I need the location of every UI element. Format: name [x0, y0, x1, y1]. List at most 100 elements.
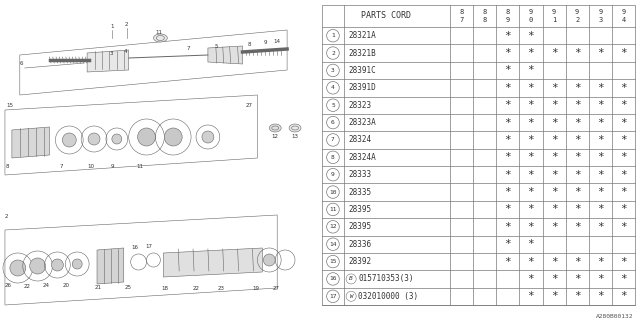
Text: *: * — [597, 135, 604, 145]
Text: *: * — [620, 204, 627, 214]
Text: 28321A: 28321A — [348, 31, 376, 40]
Text: 16: 16 — [132, 245, 139, 250]
Text: W: W — [349, 294, 353, 299]
Text: *: * — [504, 135, 511, 145]
Text: B: B — [349, 276, 353, 281]
Text: *: * — [527, 291, 534, 301]
Circle shape — [202, 131, 214, 143]
Text: *: * — [574, 291, 580, 301]
Text: *: * — [527, 100, 534, 110]
Text: 8: 8 — [248, 42, 252, 47]
Polygon shape — [208, 46, 243, 64]
Text: 4: 4 — [124, 49, 127, 54]
Text: 8: 8 — [460, 9, 464, 15]
Text: *: * — [527, 152, 534, 162]
Text: 16: 16 — [329, 276, 337, 281]
Text: *: * — [504, 65, 511, 76]
Text: *: * — [620, 135, 627, 145]
Text: 9: 9 — [598, 9, 602, 15]
Text: *: * — [527, 135, 534, 145]
Text: 9: 9 — [111, 164, 115, 169]
Circle shape — [29, 258, 45, 274]
Text: *: * — [597, 100, 604, 110]
Text: 9: 9 — [331, 172, 335, 177]
Text: *: * — [620, 152, 627, 162]
Text: 4: 4 — [331, 85, 335, 90]
Text: 21: 21 — [95, 285, 102, 290]
Text: 28323: 28323 — [348, 101, 371, 110]
Text: 5: 5 — [214, 44, 218, 49]
Text: 032010000 (3): 032010000 (3) — [358, 292, 419, 301]
Text: *: * — [527, 83, 534, 93]
Text: *: * — [620, 170, 627, 180]
Text: *: * — [550, 48, 557, 58]
Text: *: * — [574, 100, 580, 110]
Text: 8: 8 — [506, 9, 510, 15]
Text: 15: 15 — [329, 259, 337, 264]
Text: *: * — [527, 274, 534, 284]
Ellipse shape — [154, 34, 167, 42]
Text: 6: 6 — [331, 120, 335, 125]
Text: *: * — [527, 222, 534, 232]
Text: 25: 25 — [125, 285, 132, 290]
Text: 2: 2 — [5, 214, 8, 219]
Text: *: * — [550, 117, 557, 128]
Text: 7: 7 — [186, 46, 190, 51]
Text: *: * — [504, 83, 511, 93]
Text: 26: 26 — [5, 283, 12, 288]
Text: 28391C: 28391C — [348, 66, 376, 75]
Text: 10: 10 — [329, 189, 337, 195]
Text: *: * — [504, 204, 511, 214]
Polygon shape — [97, 248, 124, 284]
Text: 17: 17 — [145, 244, 152, 249]
Text: 10: 10 — [87, 164, 94, 169]
Ellipse shape — [289, 124, 301, 132]
Text: *: * — [574, 187, 580, 197]
Text: 2: 2 — [575, 17, 579, 23]
Text: *: * — [574, 204, 580, 214]
Text: *: * — [550, 100, 557, 110]
Text: *: * — [504, 117, 511, 128]
Text: *: * — [504, 48, 511, 58]
Text: 3: 3 — [331, 68, 335, 73]
Ellipse shape — [269, 124, 281, 132]
Text: 14: 14 — [274, 39, 281, 44]
Text: *: * — [527, 187, 534, 197]
Text: 9: 9 — [264, 40, 267, 45]
Text: *: * — [597, 187, 604, 197]
Polygon shape — [87, 50, 129, 72]
Circle shape — [51, 259, 63, 271]
Text: *: * — [550, 135, 557, 145]
Text: 20: 20 — [62, 283, 69, 288]
Text: 8: 8 — [483, 9, 487, 15]
Text: *: * — [597, 152, 604, 162]
Text: 3: 3 — [109, 51, 113, 56]
Text: 14: 14 — [329, 242, 337, 247]
Text: *: * — [504, 170, 511, 180]
Text: *: * — [597, 48, 604, 58]
Text: *: * — [550, 187, 557, 197]
Text: 22: 22 — [193, 286, 200, 291]
Text: 28395: 28395 — [348, 222, 371, 231]
Text: *: * — [527, 65, 534, 76]
Text: *: * — [504, 239, 511, 249]
Text: *: * — [527, 117, 534, 128]
Text: *: * — [574, 274, 580, 284]
Text: *: * — [504, 187, 511, 197]
Text: 9: 9 — [575, 9, 579, 15]
Text: 13: 13 — [291, 134, 298, 139]
Text: 0: 0 — [529, 17, 533, 23]
Text: 28391D: 28391D — [348, 83, 376, 92]
Text: *: * — [597, 274, 604, 284]
Text: 19: 19 — [252, 286, 259, 291]
Text: 2: 2 — [125, 22, 129, 27]
Text: *: * — [550, 204, 557, 214]
Text: 24: 24 — [43, 283, 49, 288]
Text: 8: 8 — [331, 155, 335, 160]
Text: 5: 5 — [331, 103, 335, 108]
Text: *: * — [550, 222, 557, 232]
Text: *: * — [597, 204, 604, 214]
Text: *: * — [620, 274, 627, 284]
Text: 3: 3 — [598, 17, 602, 23]
Text: 11: 11 — [136, 164, 143, 169]
